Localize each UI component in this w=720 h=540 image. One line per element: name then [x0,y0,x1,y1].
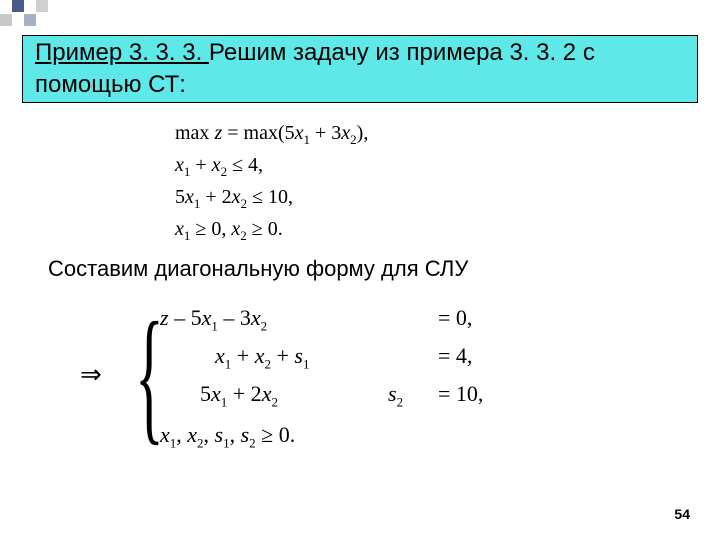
math-constraints: max z = max(5x1 + 3x2), x1 + x2 ≤ 4, 5x1… [175,118,368,247]
corner-decoration [0,0,60,30]
implies-arrow: ⇒ [80,360,102,390]
math-line-3: 5x1 + 2x2 ≤ 10, [175,182,368,214]
page-number: 54 [674,506,690,522]
math-line-4: x1 ≥ 0, x2 ≥ 0. [175,214,368,246]
math-line-2: x1 + x2 ≤ 4, [175,150,368,182]
title-box: Пример 3. 3. 3. Решим задачу из примера … [22,35,698,103]
body-text: Составим диагональную форму для СЛУ [48,256,468,282]
title-prefix: Пример 3. 3. 3. [35,39,209,66]
math-line-1: max z = max(5x1 + 3x2), [175,118,368,150]
title-text: Пример 3. 3. 3. Решим задачу из примера … [35,37,685,102]
